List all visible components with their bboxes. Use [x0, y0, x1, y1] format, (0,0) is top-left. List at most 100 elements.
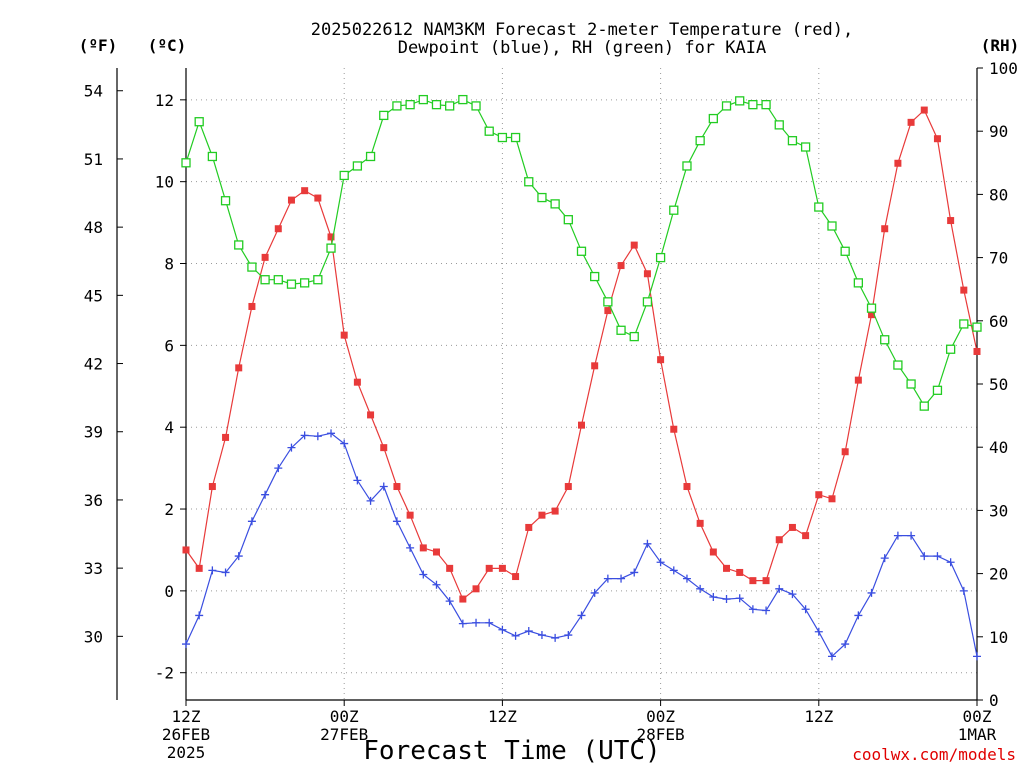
y-tick-label-celsius: -2: [155, 664, 174, 683]
dewpoint-point: [445, 597, 454, 606]
rh-point: [563, 215, 573, 225]
dewpoint-point: [841, 640, 850, 649]
temperature-point: [894, 159, 902, 167]
rh-point: [194, 117, 204, 127]
dewpoint-point: [432, 580, 441, 589]
x-axis-title: Forecast Time (UTC): [363, 736, 660, 766]
rh-point: [945, 344, 956, 354]
dewpoint-point: [379, 482, 388, 491]
dewpoint-point: [287, 443, 296, 452]
temperature-point: [222, 433, 230, 441]
rh-point: [721, 101, 732, 111]
grid-lines: [186, 68, 977, 700]
temperature-point: [749, 577, 757, 585]
dewpoint-point: [827, 652, 836, 661]
rh-point: [761, 100, 771, 110]
temperature-point: [564, 483, 572, 491]
chart-title-line1: 2025022612 NAM3KM Forecast 2-meter Tempe…: [311, 20, 853, 40]
chart-title-line2: Dewpoint (blue), RH (green) for KAIA: [398, 38, 766, 58]
temperature-point: [604, 307, 612, 315]
rh-point: [326, 243, 336, 253]
y-tick-label-fahrenheit: 30: [84, 627, 103, 646]
rh-point: [379, 110, 389, 121]
dewpoint-point: [274, 464, 283, 473]
dewpoint-point: [590, 588, 599, 597]
axes: [116, 67, 983, 706]
y-tick-label-celsius: 10: [155, 173, 174, 192]
dewpoint-point: [485, 618, 494, 627]
y-tick-label-fahrenheit: 48: [84, 218, 103, 237]
temperature-point: [933, 135, 941, 143]
rh-point: [458, 94, 468, 105]
dewpoint-point: [814, 627, 823, 636]
temperature-point: [907, 118, 915, 126]
y-tick-label-rh: 90: [989, 122, 1008, 141]
dewpoint-point: [234, 552, 243, 561]
temperature-point: [683, 483, 691, 491]
dewpoint-series-line: [185, 432, 978, 658]
temperature-point: [881, 225, 889, 233]
dewpoint-point: [327, 429, 336, 438]
dewpoint-point: [195, 611, 204, 620]
rh-point: [853, 278, 863, 288]
temperature-point: [538, 511, 546, 519]
y-tick-label-celsius: 6: [164, 336, 174, 355]
rh-point: [603, 297, 613, 307]
y-tick-label-fahrenheit: 45: [84, 286, 103, 305]
dewpoint-point: [748, 605, 757, 614]
temperature-point: [960, 286, 968, 294]
temperature-point: [182, 546, 190, 554]
unit-label-fahrenheit: (ºF): [79, 36, 118, 55]
dewpoint-point: [537, 631, 546, 640]
temperature-point: [802, 532, 810, 540]
temperature-point: [353, 378, 361, 386]
rh-point: [497, 132, 508, 143]
x-tick-label-year: 2025: [167, 743, 206, 762]
rh-point: [418, 94, 428, 105]
rh-point: [959, 319, 969, 329]
x-tick-label-date: 27FEB: [320, 725, 368, 744]
temperature-point: [314, 194, 322, 202]
temperature-point: [723, 564, 731, 572]
rh-point: [735, 96, 745, 106]
dewpoint-point: [221, 568, 230, 577]
y-tick-label-rh: 60: [989, 312, 1008, 331]
dewpoint-point: [577, 611, 586, 620]
rh-point: [313, 275, 323, 285]
dewpoint-point: [933, 552, 942, 561]
temperature-point: [947, 217, 955, 225]
dewpoint-point: [775, 584, 784, 593]
temperature-point: [406, 511, 414, 519]
source-credit: coolwx.com/models: [852, 745, 1016, 764]
rh-point: [286, 279, 297, 289]
rh-point: [471, 101, 481, 111]
dewpoint-point: [564, 631, 573, 640]
temperature-point: [498, 564, 506, 572]
rh-point: [748, 100, 758, 110]
y-tick-label-rh: 80: [989, 185, 1008, 204]
dewpoint-point: [669, 566, 678, 575]
temperature-point: [195, 564, 203, 572]
y-tick-label-celsius: 8: [164, 255, 174, 274]
temperature-point: [274, 225, 282, 233]
dewpoint-point: [946, 558, 955, 567]
temperature-point: [485, 564, 493, 572]
y-tick-label-rh: 10: [989, 628, 1008, 647]
dewpoint-point: [406, 543, 415, 552]
dewpoint-point: [682, 574, 691, 583]
temperature-point: [815, 491, 823, 499]
rh-point: [774, 120, 784, 130]
dewpoint-point: [182, 640, 190, 649]
rh-point: [234, 240, 244, 250]
rh-point: [299, 278, 310, 288]
dewpoint-point: [735, 594, 744, 603]
rh-point: [906, 379, 916, 389]
dewpoint-point: [656, 558, 665, 567]
rh-point: [537, 192, 547, 203]
unit-label-celsius: (ºC): [148, 36, 187, 55]
dewpoint-point: [643, 539, 652, 548]
dewpoint-point: [300, 431, 309, 440]
temperature-point: [762, 577, 770, 585]
y-tick-label-fahrenheit: 51: [84, 150, 103, 169]
temperature-point: [525, 523, 533, 531]
